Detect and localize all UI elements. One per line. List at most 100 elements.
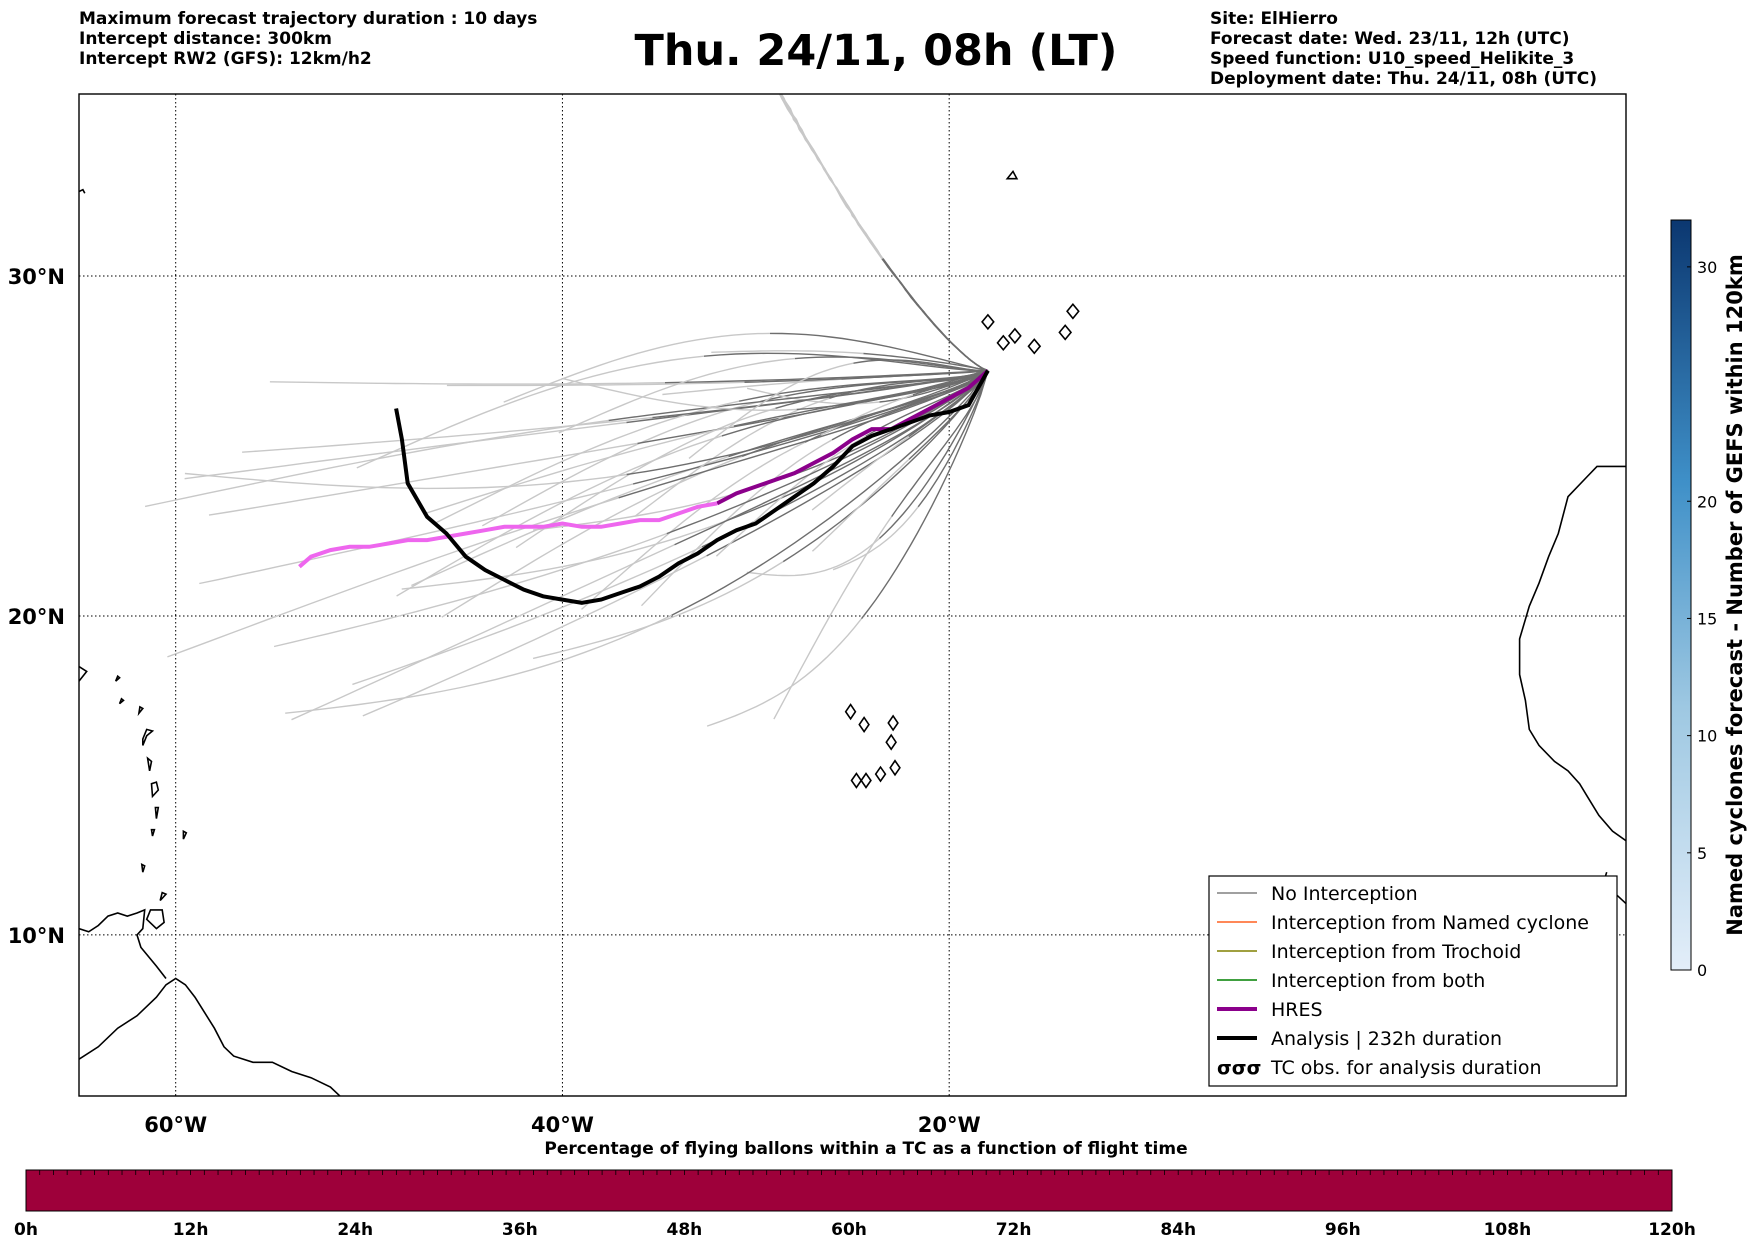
ensemble-trajectory-late [285, 614, 673, 714]
ensemble-trajectory-late [779, 94, 883, 260]
ensemble-trajectory-late [269, 381, 665, 385]
ensemble-trajectory [733, 369, 989, 427]
ensemble-trajectory [794, 356, 988, 372]
island-martinique [150, 781, 160, 799]
ensemble-trajectory-late [711, 350, 864, 355]
duration-tick-label: 120h [1648, 1220, 1696, 1240]
island-canary [996, 334, 1011, 352]
legend-label: No Interception [1271, 883, 1418, 905]
duration-bar-title: Percentage of flying ballons within a TC… [544, 1139, 1187, 1159]
island-stkitts [118, 697, 125, 705]
ensemble-trajectory [738, 369, 989, 402]
duration-bar: Percentage of flying ballons within a TC… [14, 1139, 1696, 1240]
ensemble-trajectory-late [811, 436, 910, 511]
ensemble-trajectory [831, 370, 989, 441]
colorbar-tick-label: 20 [1697, 492, 1717, 511]
header-right: Site: ElHierro Forecast date: Wed. 23/11,… [1210, 9, 1597, 89]
ensemble-trajectory-late [662, 378, 842, 396]
page-title: Thu. 24/11, 08h (LT) [634, 26, 1118, 76]
ensemble-trajectory [666, 370, 989, 535]
ensemble-trajectory-late [441, 455, 743, 618]
coast-trinidad-venezuela [79, 908, 167, 979]
legend: No Interception Interception from Named c… [1208, 875, 1618, 1087]
coast-south-america [79, 977, 341, 1096]
legend-label: TC obs. for analysis duration [1270, 1057, 1542, 1079]
header-right-line: Forecast date: Wed. 23/11, 12h (UTC) [1210, 29, 1570, 49]
map-frame [78, 93, 1627, 1097]
island-st-vincent [150, 828, 156, 837]
island-cape-verde [858, 716, 870, 734]
ensemble-trajectory-late [832, 506, 919, 571]
colorbar-label: Named cyclones forecast - Number of GEFS… [1723, 254, 1747, 935]
ensemble-trajectory [860, 370, 989, 620]
island-cape-verde [844, 703, 857, 721]
ensemble-trajectory [917, 370, 989, 508]
duration-tick-label: 0h [14, 1220, 38, 1240]
ensemble-trajectory-late [396, 435, 723, 597]
colorbar-tick-label: 0 [1697, 961, 1707, 980]
island-grenada [140, 862, 146, 873]
hres-trajectory [716, 369, 990, 506]
ensemble-trajectory-late [779, 94, 883, 260]
axis-tick-labels: 30°N 20°N 10°N 60°W 40°W 20°W [8, 265, 981, 1137]
ensemble-trajectory-late [778, 94, 884, 260]
ensemble-trajectory-late [184, 421, 627, 480]
duration-tick-label: 36h [502, 1220, 538, 1240]
island-st-martin [114, 674, 121, 682]
ensemble-trajectory [782, 370, 989, 563]
ensemble-trajectory-late [706, 618, 863, 727]
island-trinidad [145, 909, 165, 930]
header-right-line: Speed function: U10_speed_Helikite_3 [1210, 49, 1575, 69]
ensemble-trajectory-late [558, 357, 795, 434]
ensemble-trajectory-late [167, 497, 619, 658]
header-left-line: Intercept distance: 300km [79, 29, 332, 49]
ensemble-trajectory-late [356, 355, 704, 469]
lon-tick-label: 20°W [918, 1113, 981, 1137]
island-barbados [182, 829, 188, 840]
ensemble-trajectory [706, 370, 989, 557]
island-canary [1066, 303, 1080, 320]
colorbar-gradient [1670, 219, 1692, 971]
lon-tick-label: 40°W [531, 1113, 594, 1137]
coastlines [79, 169, 1626, 1096]
duration-tick-label: 72h [996, 1220, 1032, 1240]
header-left-line: Intercept RW2 (GFS): 12km/h2 [79, 49, 372, 69]
duration-tick-label: 24h [337, 1220, 373, 1240]
lat-tick-label: 20°N [8, 605, 65, 629]
ensemble-trajectory [652, 369, 989, 419]
island-canary [1008, 327, 1022, 345]
ensemble-trajectory-late [401, 520, 725, 590]
ensemble-trajectory-late [242, 416, 653, 453]
ensemble-trajectory-late [184, 472, 627, 490]
island-madeira [1005, 169, 1019, 180]
ensemble-trajectory-late [273, 532, 667, 648]
ensemble-trajectory-late [773, 516, 893, 720]
ensemble-trajectory-late [688, 362, 854, 459]
ensemble-trajectory [882, 258, 989, 372]
legend-box [1208, 875, 1618, 1087]
ensemble-trajectory-late [532, 561, 784, 660]
coast-africa [1518, 465, 1626, 842]
ensemble-trajectory-late [779, 94, 884, 260]
island-canary [1027, 338, 1042, 355]
legend-label: Interception from Named cyclone [1271, 912, 1589, 934]
ensemble-trajectory-late [515, 407, 776, 549]
coast-virgin-islands [79, 665, 88, 682]
ensemble-trajectory-late [199, 483, 634, 585]
ensemble-trajectory [703, 352, 988, 372]
ensemble-trajectory-late [779, 94, 883, 260]
colorbar-tick-label: 5 [1697, 844, 1707, 863]
ensemble-trajectory-late [811, 458, 910, 552]
legend-label: Interception from both [1271, 970, 1485, 992]
legend-label: HRES [1271, 999, 1323, 1021]
island-antigua [137, 705, 145, 717]
ensemble-trajectory-late [581, 441, 806, 610]
legend-label: Interception from Trochoid [1271, 941, 1521, 963]
header-left: Maximum forecast trajectory duration : 1… [79, 9, 537, 69]
ensemble-trajectory [908, 370, 989, 438]
tc-obs-symbol: σσσ [1217, 1057, 1261, 1079]
island-cape-verde [874, 765, 887, 783]
ensemble-trajectory [863, 352, 989, 372]
ensemble-trajectory-late [820, 394, 914, 436]
